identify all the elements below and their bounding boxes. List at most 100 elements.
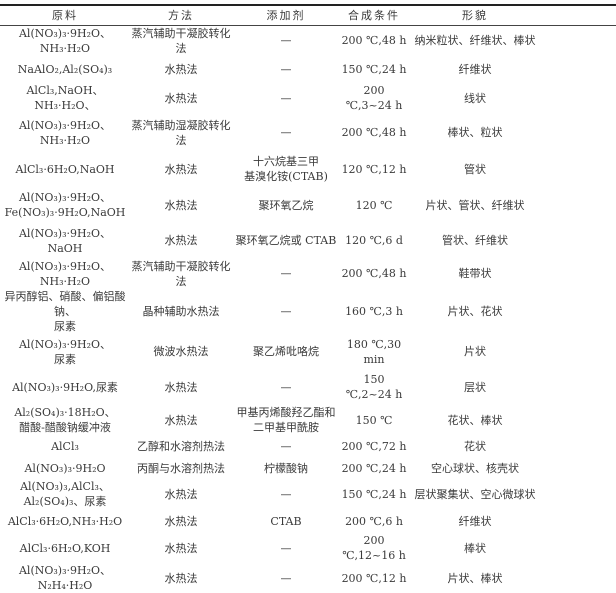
table-row: Al(NO₃)₃,AlCl₃、 Al₂(SO₄)₃、尿素 水热法 — 150 ℃,24…: [0, 479, 616, 509]
cell-additive: —: [280, 571, 292, 585]
cell-morphology: 管状: [464, 162, 486, 176]
cell-method: 水热法: [164, 380, 198, 394]
cell-additive: 聚乙烯吡咯烷: [253, 345, 319, 358]
cell-raw-materials: AlCl₃: [51, 439, 79, 453]
cell-conditions: 200 ℃,3~24 h: [345, 84, 403, 112]
cell-morphology: 层状聚集状、空心微球状: [414, 487, 536, 501]
cell-raw-materials: Al(NO₃)₃·9H₂O、 NaOH: [18, 226, 112, 255]
cell-method: 微波水热法: [153, 345, 209, 358]
cell-raw-materials: Al(NO₃)₃·9H₂O、 NH₃·H₂O: [18, 259, 112, 288]
cell-method: 乙醇和水溶剂热法: [137, 439, 225, 453]
cell-conditions: 200 ℃,48 h: [341, 267, 407, 280]
table-row: Al(NO₃)₃·9H₂O 丙酮与水溶剂热法 柠檬酸钠 200 ℃,24 h 空心球状、…: [0, 457, 616, 479]
cell-additive: —: [280, 305, 292, 318]
cell-raw-materials: NaAlO₂,Al₂(SO₄)₃: [17, 62, 113, 76]
cell-additive: 聚环氧乙烷: [258, 198, 314, 212]
cell-additive: 柠檬酸钠: [264, 461, 308, 475]
cell-conditions: 150 ℃,24 h: [341, 62, 407, 76]
cell-morphology: 层状: [464, 380, 486, 394]
cell-additive: —: [280, 91, 292, 105]
table-row: Al(NO₃)₃·9H₂O、 NaOH 水热法 聚环氧乙烷或 CTAB 120 ℃,6…: [0, 223, 616, 258]
cell-raw-materials: Al(NO₃)₃·9H₂O、 尿素: [18, 337, 112, 366]
cell-conditions: 200 ℃,48 h: [341, 34, 407, 47]
table-row: Al(NO₃)₃·9H₂O、 NH₃·H₂O 蒸汽辅助湿凝胶转化法 — 200 ℃,4…: [0, 114, 616, 151]
cell-morphology: 片状、花状: [447, 305, 503, 318]
cell-method: 蒸汽辅助干凝胶转化法: [131, 259, 231, 288]
cell-method: 水热法: [164, 62, 198, 76]
table-row: NaAlO₂,Al₂(SO₄)₃ 水热法 — 150 ℃,24 h 纤维状: [0, 56, 616, 82]
header-conditions: 合成条件: [348, 9, 400, 22]
table-row: Al(NO₃)₃·9H₂O,尿素 水热法 — 150 ℃,2~24 h 层状: [0, 369, 616, 405]
cell-morphology: 管状、纤维状: [442, 234, 508, 247]
table-header-rule: [0, 25, 616, 26]
cell-additive: —: [280, 439, 292, 453]
cell-method: 蒸汽辅助湿凝胶转化法: [131, 118, 231, 147]
cell-conditions: 120 ℃: [355, 198, 393, 212]
cell-conditions: 200 ℃,72 h: [341, 439, 407, 453]
cell-raw-materials: Al₂(SO₄)₃·18H₂O、 醋酸-醋酸钠缓冲液: [14, 406, 116, 434]
cell-method: 蒸汽辅助干凝胶转化法: [131, 26, 231, 55]
cell-additive: —: [280, 62, 292, 76]
cell-additive: —: [280, 267, 292, 280]
cell-morphology: 花状: [464, 439, 486, 453]
table-row: 异丙醇铝、硝酸、偏铝酸钠、 尿素 晶种辅助水热法 — 160 ℃,3 h 片状、花状: [0, 289, 616, 334]
cell-morphology: 片状: [464, 345, 486, 358]
cell-conditions: 150 ℃,2~24 h: [345, 373, 403, 401]
table-header-row: 原料 方法 添加剂 合成条件 形貌: [0, 5, 616, 25]
cell-raw-materials: Al(NO₃)₃·9H₂O: [24, 461, 106, 475]
cell-raw-materials: Al(NO₃)₃·9H₂O、 N₂H₄·H₂O: [18, 564, 112, 592]
cell-morphology: 鞋带状: [458, 267, 492, 280]
cell-conditions: 200 ℃,6 h: [345, 514, 403, 528]
cell-additive: 十六烷基三甲 基溴化铵(CTAB): [244, 155, 328, 183]
table-row: Al(NO₃)₃·9H₂O、 NH₃·H₂O 蒸汽辅助干凝胶转化法 — 200 ℃,4…: [0, 258, 616, 289]
cell-morphology: 棒状、粒状: [447, 126, 503, 139]
cell-method: 水热法: [164, 234, 198, 247]
cell-conditions: 200 ℃,24 h: [341, 461, 407, 475]
cell-raw-materials: Al(NO₃)₃·9H₂O、 NH₃·H₂O: [18, 26, 112, 55]
cell-method: 水热法: [164, 413, 198, 427]
cell-additive: CTAB: [270, 514, 302, 528]
header-method: 方法: [168, 9, 194, 22]
cell-raw-materials: AlCl₃·6H₂O,KOH: [19, 541, 111, 555]
cell-method: 水热法: [164, 198, 198, 212]
cell-raw-materials: AlCl₃·6H₂O,NH₃·H₂O: [7, 514, 123, 528]
cell-morphology: 线状: [464, 91, 486, 105]
cell-additive: —: [280, 541, 292, 555]
cell-morphology: 纤维状: [458, 62, 492, 76]
cell-additive: 甲基丙烯酸羟乙酯和 二甲基甲酰胺: [236, 406, 336, 434]
cell-morphology: 纤维状: [458, 514, 492, 528]
table-row: Al(NO₃)₃·9H₂O、 Fe(NO₃)₃·9H₂O,NaOH 水热法 聚环氧乙…: [0, 187, 616, 223]
cell-method: 水热法: [164, 541, 198, 555]
table-row: AlCl₃·6H₂O,NaOH 水热法 十六烷基三甲 基溴化铵(CTAB) 120 ℃…: [0, 151, 616, 187]
header-additive: 添加剂: [266, 9, 306, 22]
cell-method: 水热法: [164, 514, 198, 528]
table-row: Al(NO₃)₃·9H₂O、 N₂H₄·H₂O 水热法 — 200 ℃,12 h 片状、…: [0, 563, 616, 593]
cell-morphology: 片状、管状、纤维状: [425, 198, 525, 212]
cell-raw-materials: Al(NO₃)₃,AlCl₃、 Al₂(SO₄)₃、尿素: [20, 480, 110, 508]
cell-conditions: 120 ℃,12 h: [341, 162, 407, 176]
cell-raw-materials: AlCl₃·6H₂O,NaOH: [15, 162, 115, 176]
cell-method: 丙酮与水溶剂热法: [137, 461, 225, 475]
synthesis-table: 原料 方法 添加剂 合成条件 形貌 Al(NO₃)₃·9H₂O、 NH₃·H₂O…: [0, 5, 616, 593]
table-row: AlCl₃·6H₂O,KOH 水热法 — 200 ℃,12~16 h 棒状: [0, 533, 616, 563]
cell-raw-materials: 异丙醇铝、硝酸、偏铝酸钠、 尿素: [4, 290, 126, 333]
cell-conditions: 120 ℃,6 d: [345, 234, 403, 247]
cell-raw-materials: Al(NO₃)₃·9H₂O、 NH₃·H₂O: [18, 118, 112, 147]
header-raw-materials: 原料: [52, 9, 78, 22]
table-row: AlCl₃,NaOH、 NH₃·H₂O、 水热法 — 200 ℃,3~24 h 线状: [0, 82, 616, 114]
cell-morphology: 棒状: [464, 541, 486, 555]
cell-raw-materials: AlCl₃,NaOH、 NH₃·H₂O、: [26, 84, 104, 112]
cell-method: 水热法: [164, 162, 198, 176]
cell-morphology: 纳米粒状、纤维状、棒状: [414, 34, 536, 47]
table-top-rule: [0, 4, 616, 6]
cell-morphology: 片状、棒状: [447, 571, 503, 585]
cell-method: 水热法: [164, 487, 198, 501]
cell-morphology: 空心球状、核壳状: [431, 461, 519, 475]
cell-additive: —: [280, 380, 292, 394]
table-row: AlCl₃ 乙醇和水溶剂热法 — 200 ℃,72 h 花状: [0, 435, 616, 457]
cell-additive: —: [280, 34, 292, 47]
cell-conditions: 200 ℃,12 h: [341, 571, 407, 585]
cell-conditions: 180 ℃,30 min: [346, 337, 402, 366]
table-row: Al(NO₃)₃·9H₂O、 NH₃·H₂O 蒸汽辅助干凝胶转化法 — 200 ℃,4…: [0, 25, 616, 56]
table-row: Al(NO₃)₃·9H₂O、 尿素 微波水热法 聚乙烯吡咯烷 180 ℃,30 min…: [0, 334, 616, 369]
